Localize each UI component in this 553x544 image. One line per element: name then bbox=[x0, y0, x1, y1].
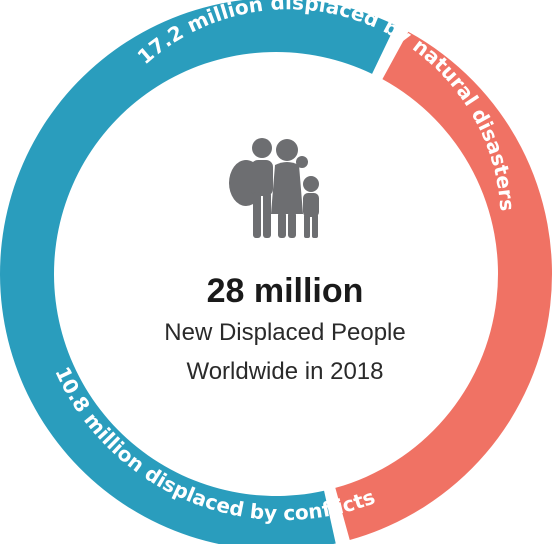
center-subtitle-line-2: Worldwide in 2018 bbox=[186, 358, 383, 385]
slice-label-conflicts: 10.8 million displaced by conflicts bbox=[50, 363, 378, 525]
slice-conflicts bbox=[335, 31, 552, 540]
family-icon bbox=[229, 138, 319, 238]
slice-natural-disasters bbox=[0, 0, 396, 544]
center-subtitle-line-1: New Displaced People bbox=[164, 319, 405, 346]
center-total: 28 million bbox=[207, 272, 364, 310]
